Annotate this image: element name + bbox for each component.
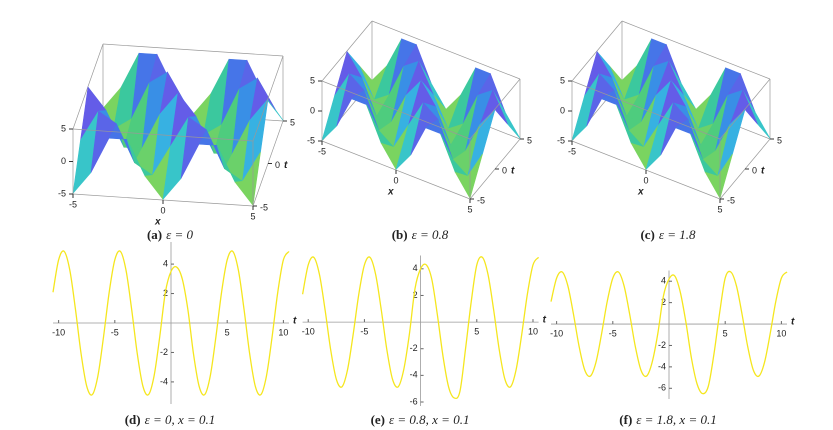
x-tick-label: 5 (717, 204, 722, 214)
x-axis-label: t (791, 317, 795, 328)
surface-patch (234, 152, 261, 207)
caption: (e) ε = 0.8, x = 0.1 (371, 412, 470, 427)
x-tick-label: -5 (360, 326, 368, 336)
y-tick-label: -4 (410, 370, 418, 380)
line-series (301, 256, 540, 400)
y-tick-label: -2 (658, 340, 666, 350)
x-tick-label: 0 (160, 205, 165, 215)
t-axis-label: t (761, 166, 765, 177)
caption-label: (a) (147, 227, 162, 242)
box-edge (371, 20, 521, 80)
t-tick-label: -5 (727, 195, 735, 205)
z-tick-label: 0 (560, 105, 565, 115)
surface-patch (742, 90, 771, 139)
line-series (52, 250, 290, 396)
x-axis-label: x (154, 217, 161, 228)
x-tick-label: 5 (474, 326, 479, 336)
x-axis-label: t (543, 315, 547, 326)
x-tick-label: 5 (467, 204, 472, 214)
y-tick-label: -2 (160, 347, 168, 357)
x-tick-label: 5 (250, 211, 255, 221)
t-tick-label: 0 (502, 165, 507, 175)
z-tick-label: 5 (310, 75, 315, 85)
caption: (a) ε = 0 (147, 227, 194, 242)
caption: (d) ε = 0, x = 0.1 (125, 412, 216, 427)
caption-label: (c) (640, 227, 654, 242)
y-tick-label: -2 (410, 343, 418, 353)
surface-patch (454, 153, 483, 200)
caption: (c) ε = 1.8 (640, 227, 696, 242)
caption-text: ε = 0, x = 0.1 (145, 412, 216, 427)
x-tick-label: -5 (609, 328, 617, 338)
t-tick-label: 5 (290, 117, 295, 127)
caption-text: ε = 1.8, x = 0.1 (636, 412, 716, 427)
x-tick-label: 0 (643, 175, 648, 185)
t-axis-label: t (511, 166, 515, 177)
t-tick-label: 5 (527, 135, 532, 145)
y-tick-label: 2 (413, 290, 418, 300)
z-tick-label: -5 (58, 188, 66, 198)
box-edge (719, 78, 771, 140)
t-tick-label: 5 (777, 135, 782, 145)
caption-text: ε = 1.8 (659, 227, 696, 242)
x-axis-label: x (637, 187, 644, 198)
x-tick-label: 10 (528, 326, 538, 336)
box-edge (621, 20, 771, 80)
surface-patch (492, 90, 521, 139)
t-tick-label: 0 (752, 165, 757, 175)
box-edge (72, 128, 254, 142)
x-tick-label: 5 (225, 327, 230, 337)
x-tick-label: -10 (302, 326, 315, 336)
x-tick-label: -5 (318, 146, 326, 156)
x-tick-label: -10 (550, 328, 563, 338)
y-tick-label: 4 (163, 258, 168, 268)
x-tick-label: -5 (568, 146, 576, 156)
x-tick-label: -5 (111, 327, 119, 337)
z-tick-label: 0 (61, 156, 66, 166)
caption-text: ε = 0 (166, 227, 193, 242)
box-edge (469, 78, 521, 140)
y-tick-label: -6 (410, 396, 418, 406)
caption: (b) ε = 0.8 (392, 227, 449, 242)
t-tick-label: -5 (477, 195, 485, 205)
box-edge (571, 80, 721, 140)
t-tick-label: 0 (275, 160, 280, 170)
y-tick-label: -4 (658, 361, 666, 371)
surface-patch (704, 153, 733, 200)
caption-text: ε = 0.8, x = 0.1 (389, 412, 469, 427)
t-axis-label: t (284, 160, 288, 171)
caption-label: (b) (392, 227, 408, 242)
y-tick-label: -4 (160, 376, 168, 386)
y-tick-label: -6 (658, 383, 666, 393)
x-tick-label: -5 (69, 199, 77, 209)
box-edge (72, 43, 104, 130)
caption-label: (d) (125, 412, 141, 427)
caption-label: (e) (371, 412, 385, 427)
box-edge (321, 80, 471, 140)
caption: (f) ε = 1.8, x = 0.1 (619, 412, 716, 427)
z-tick-label: 0 (310, 105, 315, 115)
x-tick-label: -10 (52, 327, 65, 337)
y-tick-label: 2 (661, 297, 666, 307)
t-tick-label: -5 (260, 202, 268, 212)
z-tick-label: -5 (307, 135, 315, 145)
x-tick-label: 10 (278, 327, 288, 337)
x-axis-label: x (387, 187, 394, 198)
caption-label: (f) (619, 412, 632, 427)
line-series (550, 270, 788, 395)
x-axis-label: t (293, 316, 297, 327)
z-tick-label: -5 (557, 135, 565, 145)
x-tick-label: 5 (723, 328, 728, 338)
caption-text: ε = 0.8 (412, 227, 449, 242)
y-tick-label: 4 (413, 263, 418, 273)
box-edge (102, 43, 284, 57)
y-tick-label: 4 (661, 276, 666, 286)
z-tick-label: 5 (560, 75, 565, 85)
x-tick-label: 0 (393, 175, 398, 185)
x-tick-label: 10 (776, 328, 786, 338)
z-tick-label: 5 (61, 123, 66, 133)
box-edge (252, 55, 284, 142)
